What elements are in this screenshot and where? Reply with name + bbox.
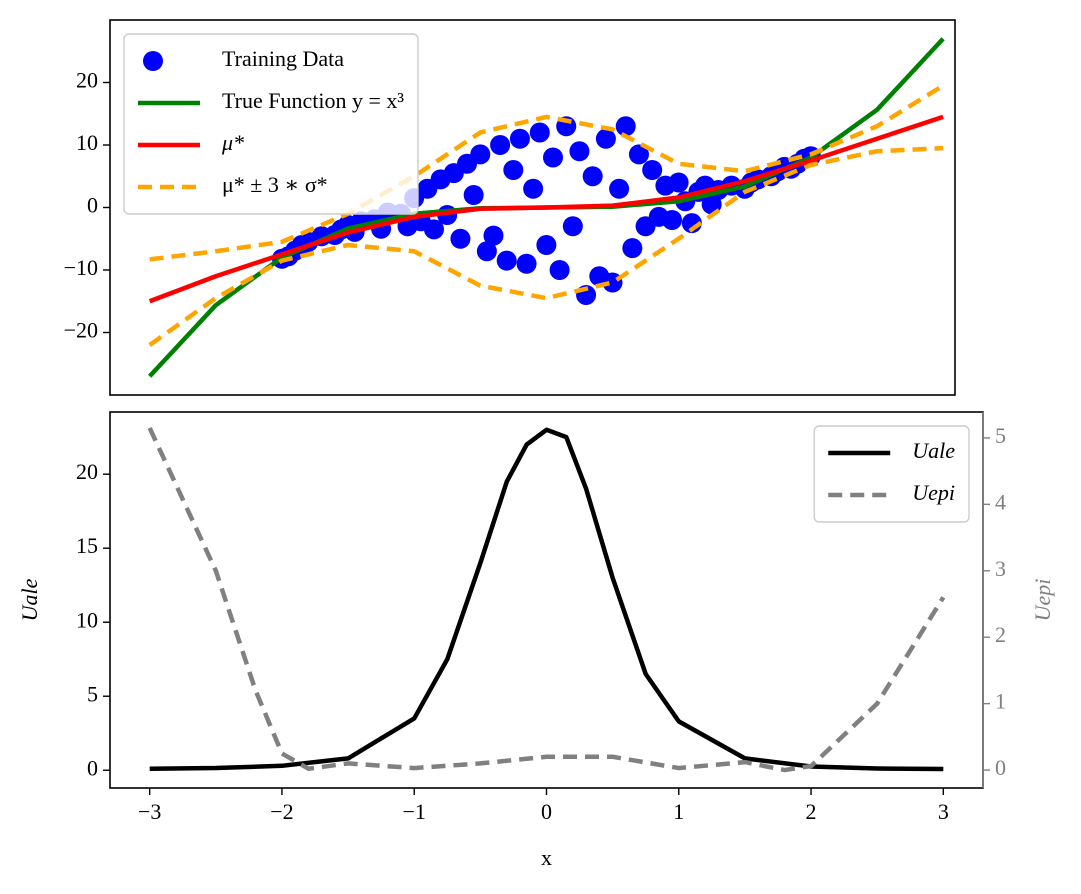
y-tick-label: 0: [87, 193, 98, 218]
data-point: [490, 135, 511, 155]
data-point: [562, 216, 583, 237]
data-point: [642, 160, 663, 180]
legend-marker: [143, 51, 163, 71]
y-axis-label: Uale: [17, 578, 42, 621]
y2-tick-label: 1: [995, 689, 1006, 714]
y2-tick-label: 2: [995, 622, 1006, 647]
line: [147, 426, 946, 773]
legend: Uale Uepi: [813, 425, 970, 523]
data-point: [622, 238, 643, 259]
data-point: [542, 147, 563, 168]
y-tick-label: 5: [87, 681, 98, 706]
plot-area: [148, 37, 945, 378]
y-tick-label: 0: [87, 755, 98, 780]
data-point: [549, 260, 570, 280]
legend-frame: [813, 425, 970, 523]
data-point: [595, 128, 616, 149]
y2-tick-label: 5: [995, 423, 1006, 448]
data-point: [470, 144, 491, 165]
line: [148, 114, 944, 304]
data-point: [569, 141, 590, 162]
data-point: [615, 116, 636, 137]
y2-tick-label: 3: [995, 556, 1006, 581]
legend-label: Training Data: [222, 46, 344, 71]
plot-area: [147, 426, 946, 773]
x-tick-label: 2: [806, 799, 817, 824]
y-tick-label: 10: [76, 607, 98, 632]
data-point: [529, 122, 550, 143]
x-tick-label: 0: [541, 799, 552, 824]
y-tick-label: 20: [76, 459, 98, 484]
y2-tick-label: 4: [995, 489, 1006, 514]
line: [149, 427, 944, 772]
x-axis-label: x: [541, 845, 552, 870]
y2-axis-label: Uepi: [1030, 579, 1055, 622]
line: [148, 145, 944, 347]
data-point: [476, 241, 497, 262]
y-tick-label: 20: [76, 68, 98, 93]
data-point: [662, 210, 683, 230]
data-point: [536, 235, 557, 255]
x-tick-label: −3: [138, 799, 161, 824]
data-point: [496, 250, 517, 271]
y2-tick-label: 0: [995, 755, 1006, 780]
x-tick-label: −2: [270, 799, 293, 824]
data-point: [609, 178, 630, 199]
data-point: [516, 253, 537, 274]
x-tick-label: 1: [673, 799, 684, 824]
data-point: [582, 166, 603, 187]
x-tick-label: −1: [403, 799, 426, 824]
data-point: [523, 178, 544, 199]
data-point: [503, 160, 524, 180]
y-tick-label: 10: [76, 130, 98, 155]
legend-label: True Function y = x³: [222, 88, 404, 113]
data-point: [463, 185, 484, 205]
legend-label: μ*: [221, 130, 244, 155]
data-point: [668, 172, 689, 193]
data-point: [483, 225, 504, 246]
legend-label: Uale: [912, 438, 955, 463]
data-point: [628, 144, 649, 165]
legend-frame: [123, 33, 419, 215]
legend: Training Data True Function y = x³ μ* μ* ± …: [123, 33, 419, 215]
legend-label: Uepi: [912, 480, 955, 505]
legend-label: μ* ± 3 ∗ σ*: [222, 172, 328, 197]
data-point: [423, 219, 444, 240]
y-tick-label: 15: [76, 533, 98, 558]
y-tick-label: −20: [64, 318, 98, 343]
x-tick-label: 3: [938, 799, 949, 824]
data-point: [509, 128, 530, 149]
data-point: [450, 228, 471, 249]
y-tick-label: −10: [64, 255, 98, 280]
line: [149, 83, 945, 262]
